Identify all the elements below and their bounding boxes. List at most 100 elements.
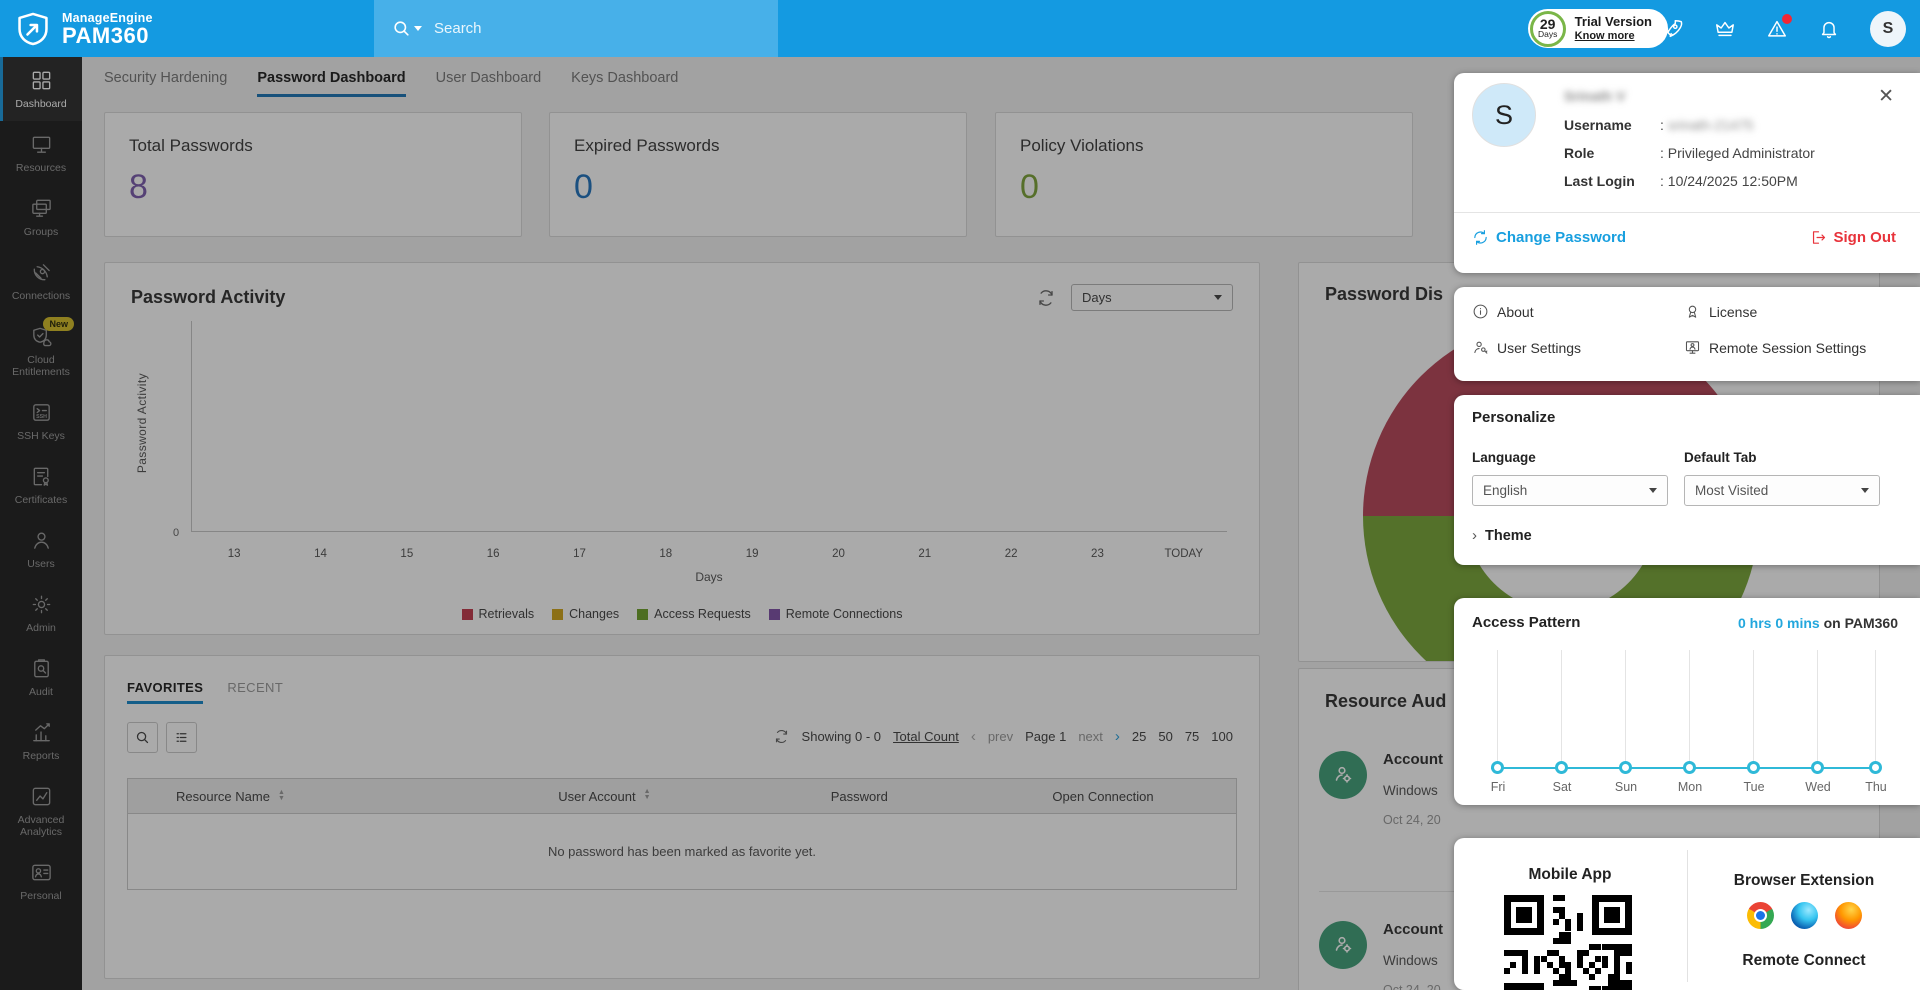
data-point[interactable] bbox=[1683, 761, 1696, 774]
chrome-icon[interactable] bbox=[1746, 902, 1774, 929]
sidebar-item-users[interactable]: Users bbox=[0, 517, 82, 581]
activity-period-select[interactable]: Days bbox=[1071, 284, 1233, 311]
user-icon bbox=[33, 532, 49, 549]
search-scope-caret-icon[interactable] bbox=[414, 26, 422, 31]
duration-suffix: on PAM360 bbox=[1819, 615, 1898, 631]
column-header-resource-name[interactable]: Resource Name bbox=[176, 788, 270, 804]
stat-value[interactable]: 8 bbox=[129, 168, 148, 206]
sidebar-item-cloud-entitlements[interactable]: New Cloud Entitlements bbox=[0, 313, 82, 389]
page-size-25[interactable]: 25 bbox=[1131, 729, 1147, 744]
user-avatar[interactable]: S bbox=[1870, 10, 1906, 47]
stat-value[interactable]: 0 bbox=[1020, 168, 1039, 206]
prev-chevron-icon[interactable]: ‹ bbox=[970, 728, 976, 745]
trial-version-label: Trial Version bbox=[1574, 13, 1652, 29]
default-tab-select[interactable]: Most Visited bbox=[1684, 475, 1880, 506]
sort-icon[interactable]: ▲ ▼ bbox=[277, 789, 285, 802]
stat-value[interactable]: 0 bbox=[574, 168, 593, 206]
trial-version-pill[interactable]: 29 Days Trial Version Know more bbox=[1527, 9, 1668, 48]
x-tick: 15 bbox=[400, 548, 414, 560]
sort-icon[interactable]: ▲ ▼ bbox=[643, 787, 651, 801]
sidebar-item-groups[interactable]: Groups bbox=[0, 185, 82, 249]
qr-module bbox=[1583, 949, 1590, 956]
notifications-bell-icon[interactable] bbox=[1818, 18, 1840, 40]
data-point[interactable] bbox=[1619, 761, 1632, 774]
alerts-warning-icon[interactable] bbox=[1766, 13, 1792, 40]
data-point[interactable] bbox=[1491, 761, 1504, 774]
change-password-link[interactable]: Change Password bbox=[1472, 229, 1626, 246]
data-point[interactable] bbox=[1869, 761, 1882, 774]
qr-code bbox=[1504, 895, 1632, 990]
tab-favorites[interactable]: FAVORITES bbox=[127, 680, 204, 704]
table-search-button[interactable] bbox=[127, 722, 158, 753]
about-link[interactable]: About bbox=[1472, 303, 1534, 320]
sidebar-item-personal[interactable]: Personal bbox=[0, 849, 82, 913]
data-point[interactable] bbox=[1555, 761, 1568, 774]
sidebar-item-dashboard[interactable]: Dashboard bbox=[0, 57, 82, 121]
page-size-50[interactable]: 50 bbox=[1158, 729, 1173, 744]
qr-module bbox=[1625, 962, 1632, 969]
prev-button[interactable]: prev bbox=[987, 729, 1014, 744]
audit-list-item[interactable]: Account Windows Oct 24, 20 bbox=[1319, 751, 1849, 861]
remote-session-settings-link[interactable]: Remote Session Settings bbox=[1684, 339, 1866, 356]
user-settings-link[interactable]: User Settings bbox=[1472, 339, 1581, 356]
sidebar-item-connections[interactable]: Connections bbox=[0, 249, 82, 313]
upgrade-crown-icon[interactable] bbox=[1714, 18, 1736, 40]
sidebar-item-advanced-analytics[interactable]: Advanced Analytics bbox=[0, 773, 82, 849]
sidebar-item-resources[interactable]: Resources bbox=[0, 121, 82, 185]
page-size-75[interactable]: 75 bbox=[1184, 729, 1200, 744]
next-button[interactable]: next bbox=[1078, 729, 1103, 744]
qr-module bbox=[1613, 974, 1620, 981]
audit-item-title: Account bbox=[1383, 921, 1443, 938]
sign-out-link[interactable]: Sign Out bbox=[1810, 229, 1896, 246]
tab-security-hardening[interactable]: Security Hardening bbox=[104, 70, 228, 86]
qr-module bbox=[1625, 968, 1632, 975]
sidebar-item-admin[interactable]: Admin bbox=[0, 581, 82, 645]
sidebar-item-ssh-keys[interactable]: SSH SSH Keys bbox=[0, 389, 82, 453]
gridline bbox=[1753, 650, 1754, 768]
qr-module bbox=[1534, 968, 1541, 975]
qr-module bbox=[1577, 925, 1584, 932]
sidebar-item-audit[interactable]: Audit bbox=[0, 645, 82, 709]
close-icon[interactable]: ✕ bbox=[1878, 86, 1894, 107]
know-more-link[interactable]: Know more bbox=[1574, 29, 1635, 42]
data-point[interactable] bbox=[1811, 761, 1824, 774]
x-tick: 14 bbox=[314, 548, 327, 560]
dashboard-tabs: Security Hardening Password Dashboard Us… bbox=[82, 57, 1920, 97]
total-count-link[interactable]: Total Count bbox=[893, 729, 959, 744]
next-chevron-icon[interactable]: › bbox=[1114, 728, 1120, 745]
theme-expander[interactable]: › Theme bbox=[1472, 527, 1532, 544]
stat-label: Total Passwords bbox=[129, 136, 253, 155]
audit-list-item[interactable]: Account Windows Oct 24, 20 bbox=[1319, 921, 1849, 990]
username-label: Username bbox=[1564, 117, 1632, 133]
tab-user-dashboard[interactable]: User Dashboard bbox=[435, 70, 542, 86]
sidebar-label: Users bbox=[27, 558, 55, 570]
language-select[interactable]: English bbox=[1472, 475, 1668, 506]
search-icon[interactable] bbox=[392, 19, 422, 38]
gridline bbox=[1561, 650, 1562, 768]
tab-keys-dashboard[interactable]: Keys Dashboard bbox=[571, 70, 679, 86]
qr-module bbox=[1510, 949, 1517, 956]
refresh-icon[interactable] bbox=[774, 729, 790, 744]
tab-recent[interactable]: RECENT bbox=[227, 680, 284, 695]
sidebar-item-reports[interactable]: Reports bbox=[0, 709, 82, 773]
firefox-icon[interactable] bbox=[1834, 902, 1862, 929]
column-header-user-account[interactable]: User Account bbox=[558, 788, 636, 804]
qr-module bbox=[1619, 943, 1626, 950]
refresh-icon[interactable] bbox=[1037, 289, 1055, 307]
global-search[interactable] bbox=[374, 0, 778, 57]
legend-label: Retrievals bbox=[478, 607, 535, 621]
tab-password-dashboard[interactable]: Password Dashboard bbox=[257, 70, 406, 97]
page-size-100[interactable]: 100 bbox=[1211, 729, 1233, 744]
audit-item-date: Oct 24, 20 bbox=[1383, 813, 1441, 827]
search-input[interactable] bbox=[434, 20, 714, 37]
qr-module bbox=[1619, 980, 1626, 987]
medal-icon bbox=[1688, 305, 1697, 318]
column-chooser-button[interactable] bbox=[166, 722, 197, 753]
edge-icon[interactable] bbox=[1790, 902, 1818, 929]
last-login-value: : 10/24/2025 12:50PM bbox=[1660, 173, 1798, 189]
sidebar-item-certificates[interactable]: Certificates bbox=[0, 453, 82, 517]
whats-new-rocket-icon[interactable] bbox=[1662, 18, 1684, 40]
license-link[interactable]: License bbox=[1684, 303, 1757, 320]
profile-panel: S Srinath V ✕ Username : srinath-21475 R… bbox=[1454, 73, 1920, 273]
data-point[interactable] bbox=[1747, 761, 1760, 774]
